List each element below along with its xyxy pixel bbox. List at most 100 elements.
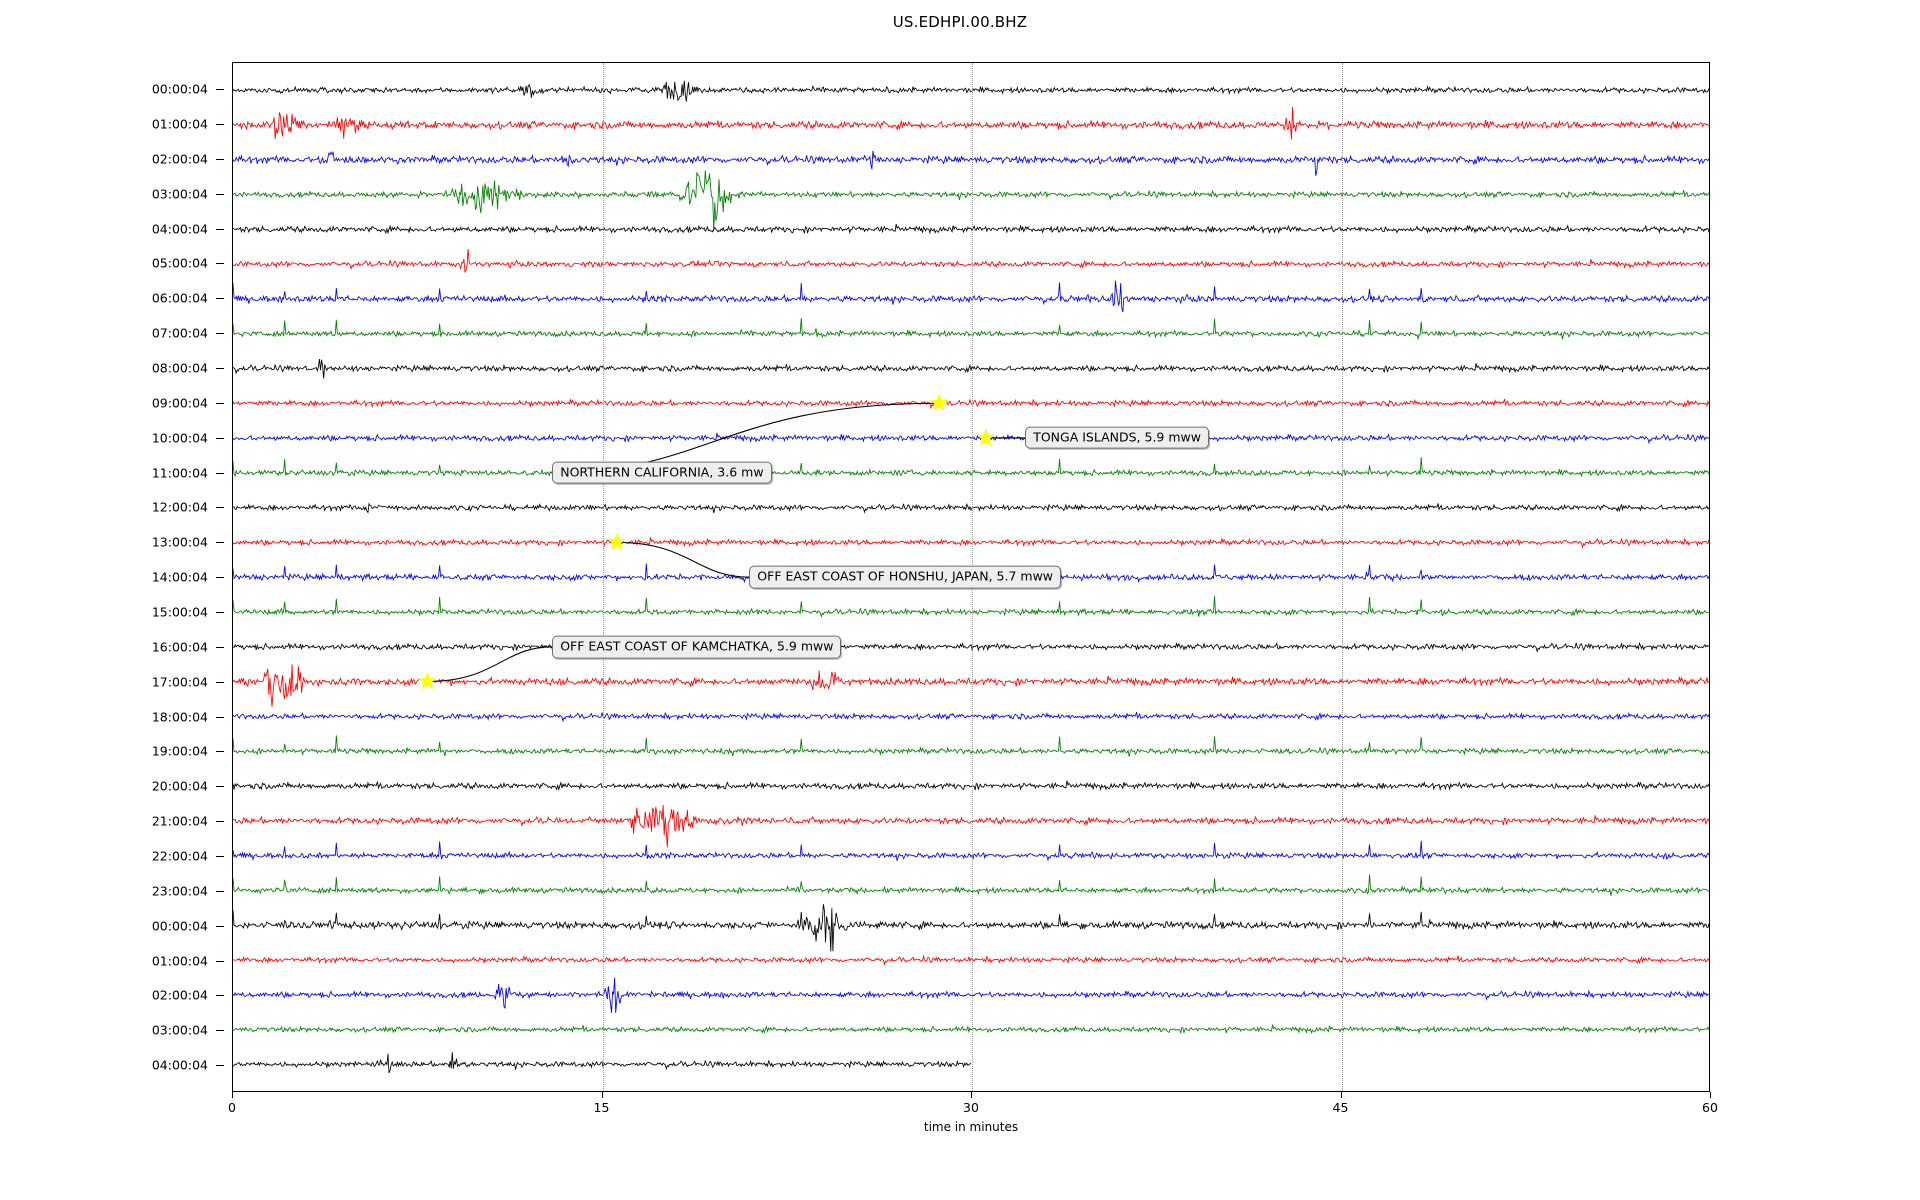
waveform-trace-row-6 <box>233 281 1709 312</box>
y-tick-label-220004: 22:00:04 <box>151 848 208 864</box>
y-tick-label-020004: 02:00:04 <box>151 151 208 167</box>
x-tick-label-0: 0 <box>228 1100 236 1115</box>
waveform-trace-row-24 <box>233 904 1709 951</box>
waveform-trace-row-19 <box>233 735 1709 756</box>
waveform-trace-row-5 <box>233 249 1709 272</box>
y-tick-label-200004: 20:00:04 <box>151 778 208 794</box>
y-tick-mark <box>216 228 224 230</box>
y-tick-mark <box>216 1065 224 1067</box>
y-tick-label-180004: 18:00:04 <box>151 709 208 725</box>
x-tick-mark <box>232 1092 233 1098</box>
y-tick-label-030004: 03:00:04 <box>151 1022 208 1038</box>
waveform-trace-row-9 <box>233 399 1709 408</box>
y-tick-mark <box>216 158 224 160</box>
waveform-trace-row-1 <box>233 107 1709 139</box>
star-marker-tonga[interactable] <box>976 428 995 446</box>
waveform-trace-row-4 <box>233 224 1709 233</box>
waveform-trace-row-12 <box>233 503 1709 513</box>
event-label-tonga[interactable]: TONGA ISLANDS, 5.9 mww <box>1025 426 1209 450</box>
y-tick-mark <box>216 681 224 683</box>
y-tick-label-010004: 01:00:04 <box>151 953 208 969</box>
leader-line-honshu-japan <box>617 542 750 577</box>
y-tick-mark <box>216 925 224 927</box>
y-tick-mark <box>216 89 224 91</box>
y-tick-label-210004: 21:00:04 <box>151 813 208 829</box>
y-tick-mark <box>216 646 224 648</box>
y-tick-label-100004: 10:00:04 <box>151 430 208 446</box>
y-tick-mark <box>216 333 224 335</box>
y-tick-label-050004: 05:00:04 <box>151 255 208 271</box>
y-tick-mark <box>216 402 224 404</box>
y-tick-label-070004: 07:00:04 <box>151 325 208 341</box>
y-tick-mark <box>216 368 224 370</box>
y-tick-mark <box>216 1030 224 1032</box>
y-tick-label-230004: 23:00:04 <box>151 883 208 899</box>
y-tick-mark <box>216 821 224 823</box>
leader-line-kamchatka <box>427 647 552 682</box>
waveform-trace-row-15 <box>233 596 1709 617</box>
y-tick-mark <box>216 437 224 439</box>
x-tick-label-45: 45 <box>1332 1100 1349 1115</box>
event-label-kamchatka[interactable]: OFF EAST COAST OF KAMCHATKA, 5.9 mww <box>552 635 842 659</box>
gridline-15 <box>602 63 604 1091</box>
y-tick-label-000004: 00:00:04 <box>151 918 208 934</box>
waveform-trace-row-23 <box>233 874 1709 895</box>
x-tick-label-60: 60 <box>1702 1100 1718 1115</box>
x-tick-label-30: 30 <box>963 1100 979 1115</box>
y-tick-mark <box>216 507 224 509</box>
waveform-trace-row-2 <box>233 151 1709 176</box>
x-tick-mark <box>601 1092 603 1098</box>
y-tick-mark <box>216 577 224 579</box>
y-tick-label-170004: 17:00:04 <box>151 674 208 690</box>
y-tick-label-040004: 04:00:04 <box>151 221 208 237</box>
y-tick-label-040004: 04:00:04 <box>151 1057 208 1073</box>
waveform-trace-row-16 <box>233 642 1709 652</box>
waveform-trace-row-20 <box>233 781 1709 790</box>
y-tick-label-160004: 16:00:04 <box>151 639 208 655</box>
y-tick-label-080004: 08:00:04 <box>151 360 208 376</box>
y-axis-tick-labels: 00:00:04 01:00:04 02:00:04 03:00:04 04:00:04… <box>0 62 232 1092</box>
y-tick-mark <box>216 751 224 753</box>
page-title: US.EDHPI.00.BHZ <box>892 13 1028 31</box>
waveform-trace-row-17 <box>233 664 1709 706</box>
waveform-trace-row-27 <box>233 1025 1709 1033</box>
waveform-trace-row-26 <box>233 978 1709 1013</box>
y-tick-label-190004: 19:00:04 <box>151 743 208 759</box>
y-tick-label-020004: 02:00:04 <box>151 987 208 1003</box>
y-tick-mark <box>216 995 224 997</box>
x-axis-label: time in minutes <box>923 1120 1019 1134</box>
y-tick-mark <box>216 263 224 265</box>
y-tick-mark <box>216 612 224 614</box>
waveform-trace-row-8 <box>233 359 1709 378</box>
event-label-northern-california[interactable]: NORTHERN CALIFORNIA, 3.6 mw <box>552 461 772 484</box>
y-tick-label-110004: 11:00:04 <box>151 465 208 481</box>
waveform-trace-row-18 <box>233 712 1709 721</box>
star-marker-kamchatka[interactable] <box>418 671 437 690</box>
star-marker-northern-california[interactable] <box>929 393 949 412</box>
star-marker-honshu-japan[interactable] <box>607 532 626 551</box>
y-tick-label-090004: 09:00:04 <box>151 395 208 411</box>
y-tick-label-010004: 01:00:04 <box>151 116 208 132</box>
waveform-trace-row-11 <box>233 457 1709 476</box>
y-tick-mark <box>216 193 224 195</box>
x-tick-label-15: 15 <box>593 1100 610 1115</box>
x-tick-mark <box>971 1092 972 1098</box>
waveform-trace-row-25 <box>233 956 1709 965</box>
x-axis-tick-labels: 0 15 30 45 60 <box>228 1096 1718 1120</box>
y-tick-label-140004: 14:00:04 <box>151 569 208 585</box>
y-tick-mark <box>216 542 224 544</box>
y-tick-mark <box>216 786 224 788</box>
event-label-honshu-japan[interactable]: OFF EAST COAST OF HONSHU, JAPAN, 5.7 mww <box>749 565 1062 589</box>
x-tick-mark <box>1340 1092 1342 1098</box>
y-tick-mark <box>216 856 224 858</box>
waveform-trace-row-7 <box>233 318 1709 339</box>
y-tick-mark <box>216 298 224 300</box>
waveform-trace-row-3 <box>233 170 1709 231</box>
y-tick-label-150004: 15:00:04 <box>151 604 208 620</box>
y-tick-mark <box>216 960 224 962</box>
waveform-trace-row-22 <box>233 841 1709 861</box>
waveform-trace-row-21 <box>233 805 1709 847</box>
y-tick-label-120004: 12:00:04 <box>151 499 208 515</box>
waveform-trace-row-10 <box>233 433 1709 443</box>
